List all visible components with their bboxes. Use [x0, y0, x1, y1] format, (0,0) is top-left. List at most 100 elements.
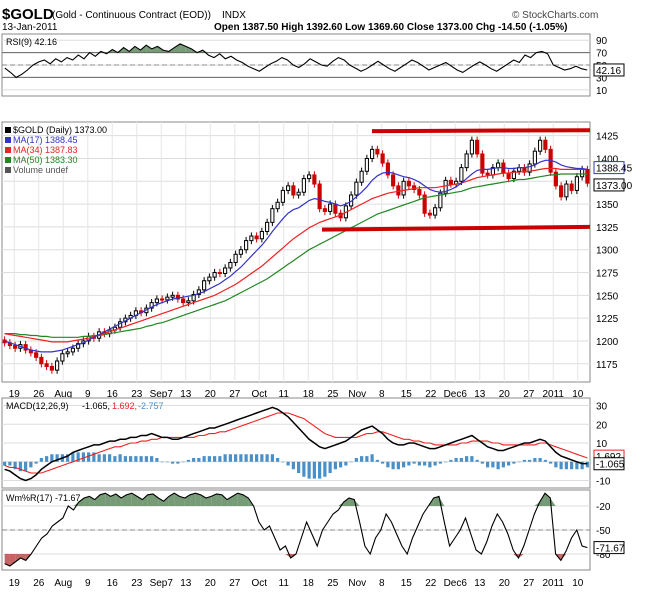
candle-body — [181, 298, 186, 304]
x-tick-label: 2011 — [542, 389, 564, 400]
bottom-x-tick-label: 19 — [9, 578, 21, 589]
macd-histogram-bar — [45, 456, 49, 462]
x-tick-label: 11 — [279, 389, 290, 400]
candle-body — [160, 298, 165, 301]
candle-body — [485, 172, 490, 176]
price-tick-label: 1350 — [596, 200, 619, 211]
price-legend-entry: Volume undef — [13, 165, 69, 175]
candle-body — [553, 171, 558, 187]
williams-overbought-fill — [211, 494, 217, 506]
x-tick-label: 18 — [303, 389, 315, 400]
candle-body — [359, 170, 364, 183]
macd-histogram-bar — [39, 458, 43, 462]
price-tick-label: 1425 — [596, 132, 619, 143]
price-legend-swatch — [5, 127, 11, 133]
x-tick-label: 19 — [9, 389, 21, 400]
macd-histogram-bar — [417, 461, 421, 466]
rsi-last-label-box — [593, 63, 625, 77]
williams-overbought-fill — [174, 493, 180, 506]
price-tick-label: 1275 — [596, 269, 619, 280]
candle-body — [207, 276, 212, 282]
macd-histogram-bar — [213, 456, 217, 462]
candle-body — [370, 148, 375, 159]
candle-body — [228, 261, 233, 269]
candle-body — [506, 172, 511, 180]
williams-overbought-fill — [78, 498, 85, 506]
macd-histogram-bar — [186, 459, 190, 462]
x-tick-label: 20 — [499, 389, 511, 400]
candle-body — [333, 203, 338, 214]
candle-body — [217, 272, 222, 275]
williams-oversold-fill — [15, 554, 21, 562]
resistance-line — [371, 128, 591, 134]
williams-overbought-fill — [100, 493, 106, 506]
bottom-x-tick-label: Sep7 — [150, 578, 174, 589]
macd-histogram-bar — [192, 458, 196, 462]
ma17-last-label-box — [593, 161, 625, 175]
candle-body — [328, 203, 333, 212]
rsi-overbought-fill — [151, 46, 158, 53]
rsi-legend: RSI(9) 42.16 — [6, 37, 57, 47]
x-tick-label: 20 — [205, 389, 217, 400]
x-tick-label: 27 — [523, 389, 535, 400]
candle-body — [301, 178, 306, 193]
candle-body — [585, 168, 590, 184]
x-tick-label: 15 — [401, 389, 413, 400]
macd-histogram-bar — [339, 461, 343, 468]
williams-tick-label: -50 — [596, 526, 611, 537]
macd-histogram-bar — [155, 458, 159, 462]
macd-histogram-bar — [381, 461, 385, 464]
bottom-x-tick-label: Dec6 — [444, 578, 468, 589]
x-tick-label: Aug — [54, 389, 72, 400]
candle-body — [280, 189, 285, 203]
macd-histogram-bar — [97, 454, 101, 462]
candle-body — [564, 183, 569, 198]
price-legend-entry: MA(50) 1383.30 — [13, 155, 78, 165]
x-tick-label: 13 — [180, 389, 192, 400]
candle-body — [532, 150, 537, 165]
macd-histogram-bar — [302, 461, 306, 477]
macd-histogram-bar — [218, 456, 222, 462]
bottom-x-tick-label: 13 — [180, 578, 192, 589]
rsi-overbought-fill — [185, 46, 192, 53]
candle-body — [406, 180, 411, 187]
candle-body — [574, 176, 579, 191]
williams-overbought-fill — [343, 498, 349, 506]
macd-histogram-bar — [459, 458, 463, 462]
candle-body — [480, 153, 485, 174]
macd-histogram-bar — [134, 456, 138, 462]
bottom-x-tick-label: 15 — [401, 578, 413, 589]
williams-overbought-fill — [205, 496, 212, 506]
candle-body — [154, 298, 159, 304]
williams-overbought-fill — [221, 494, 228, 506]
macd-histogram-bar — [113, 456, 117, 462]
macd-histogram-bar — [344, 461, 348, 466]
macd-histogram-bar — [507, 461, 511, 466]
chart-symbol: $GOLD — [2, 6, 54, 23]
candle-body — [401, 180, 406, 196]
macd-histogram-bar — [239, 454, 243, 462]
macd-histogram-bar — [291, 461, 295, 470]
macd-legend-hist: -2.757 — [138, 401, 164, 411]
macd-tick-label: 20 — [596, 420, 608, 431]
williams-oversold-fill — [560, 554, 567, 561]
candle-body — [448, 179, 453, 185]
macd-histogram-bar — [564, 461, 568, 470]
x-tick-label: 27 — [229, 389, 241, 400]
candle-body — [249, 235, 254, 242]
macd-histogram-bar — [538, 458, 542, 462]
chart-instrument-name: (Gold - Continuous Contract (EOD)) — [52, 10, 211, 21]
williams-overbought-fill — [232, 493, 238, 506]
bottom-x-tick-label: Aug — [54, 578, 72, 589]
macd-histogram-bar — [333, 461, 337, 470]
chart-exchange: INDX — [222, 10, 246, 21]
candle-body — [296, 191, 301, 196]
macd-histogram-bar — [66, 454, 70, 462]
price-tick-label: 1300 — [596, 246, 619, 257]
candle-body — [569, 183, 574, 191]
macd-histogram-bar — [528, 459, 532, 462]
bottom-x-tick-label: 27 — [523, 578, 535, 589]
macd-histogram-bar — [307, 461, 311, 479]
macd-histogram-bar — [549, 461, 553, 464]
